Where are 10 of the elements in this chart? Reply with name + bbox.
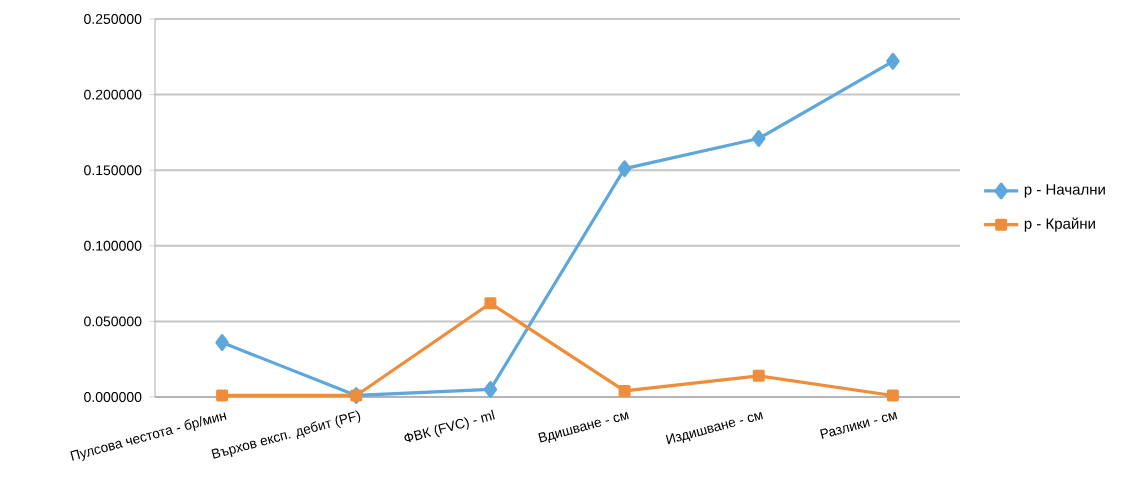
y-tick-label: 0.050000 xyxy=(84,316,142,327)
y-tick-label: 0.200000 xyxy=(84,89,142,100)
y-tick-label: 0.100000 xyxy=(84,240,142,251)
legend-label: p - Крайни xyxy=(1024,217,1095,232)
y-tick-label: 0.250000 xyxy=(84,14,142,24)
legend-label: p - Начални xyxy=(1024,184,1105,198)
x-tick-label: ФВК (FVC) - ml xyxy=(404,409,495,443)
x-tick-label: Разлики - см xyxy=(820,411,898,439)
y-tick-label: 0.150000 xyxy=(84,165,142,176)
y-tick-label: 0.000000 xyxy=(84,392,142,402)
